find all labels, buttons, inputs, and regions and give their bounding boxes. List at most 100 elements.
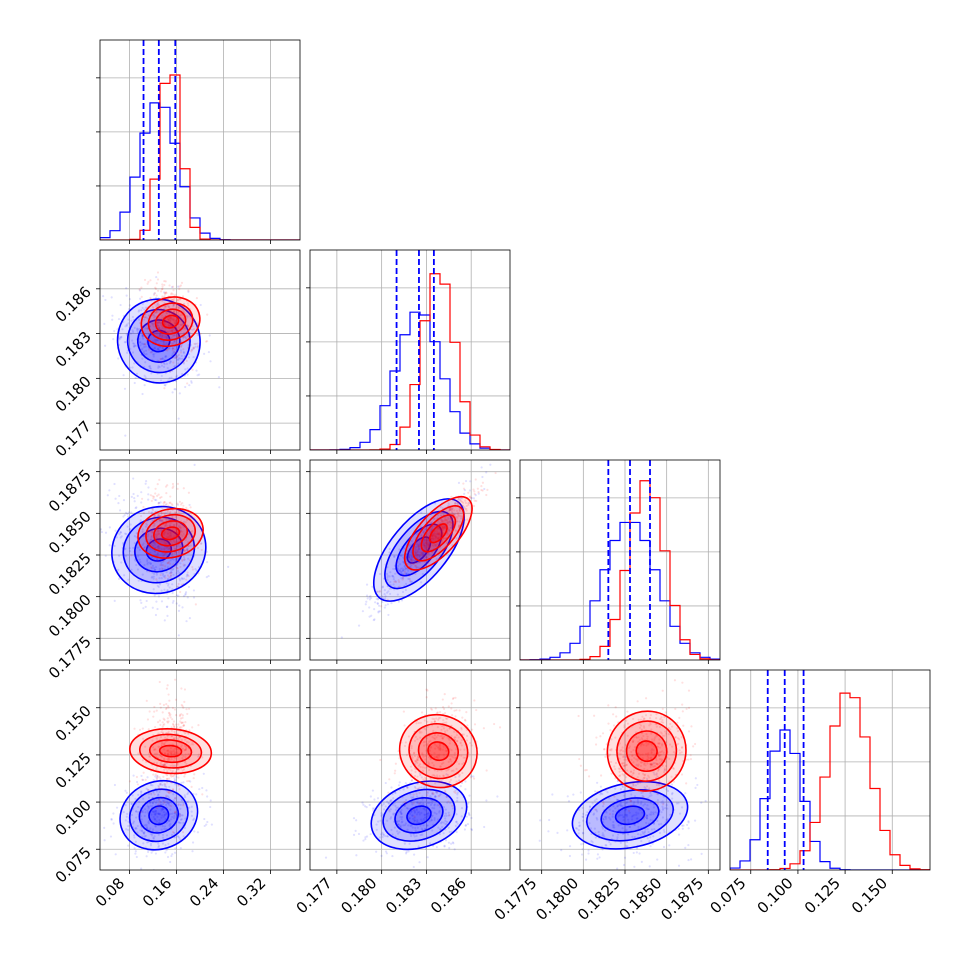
scatter-point xyxy=(187,289,190,292)
scatter-point xyxy=(420,552,423,555)
scatter-point xyxy=(662,845,666,849)
scatter-point xyxy=(161,295,164,298)
scatter-point xyxy=(154,817,157,820)
scatter-point xyxy=(425,542,428,545)
scatter-point xyxy=(641,753,644,756)
scatter-point xyxy=(165,794,168,797)
scatter-point xyxy=(140,867,143,870)
scatter-point xyxy=(133,727,136,730)
scatter-point xyxy=(171,482,175,486)
scatter-point xyxy=(454,791,457,795)
scatter-point xyxy=(164,291,167,295)
scatter-point xyxy=(425,824,429,827)
scatter-point xyxy=(155,321,159,324)
scatter-point xyxy=(430,721,433,724)
scatter-point xyxy=(172,725,176,728)
scatter-point xyxy=(595,798,598,801)
scatter-point xyxy=(182,724,185,727)
scatter-point xyxy=(599,735,602,738)
scatter-point xyxy=(178,305,181,308)
scatter-point xyxy=(414,554,417,557)
scatter-point xyxy=(453,509,456,512)
scatter-point xyxy=(473,723,477,726)
scatter-point xyxy=(445,773,448,776)
scatter-point xyxy=(145,823,148,826)
scatter-point xyxy=(136,494,139,497)
scatter-point xyxy=(182,781,185,784)
scatter-point xyxy=(410,801,413,804)
scatter-point xyxy=(150,542,153,546)
scatter-point xyxy=(179,284,183,287)
scatter-point xyxy=(193,318,196,322)
scatter-point xyxy=(430,819,433,822)
scatter-point xyxy=(113,482,116,486)
scatter-point xyxy=(435,744,438,748)
scatter-point xyxy=(184,591,188,594)
scatter-point xyxy=(170,735,174,738)
scatter-point xyxy=(440,529,444,533)
scatter-point xyxy=(420,786,423,789)
scatter-point xyxy=(636,700,639,703)
scatter-point xyxy=(163,758,166,761)
scatter-point xyxy=(442,775,445,778)
scatter-point xyxy=(170,726,173,729)
scatter-point xyxy=(457,762,461,765)
scatter-point xyxy=(201,786,204,790)
scatter-point xyxy=(447,738,451,741)
scatter-point xyxy=(117,357,120,360)
scatter-point xyxy=(429,757,432,760)
scatter-point xyxy=(448,846,451,850)
scatter-point xyxy=(444,791,447,794)
scatter-point xyxy=(156,348,159,351)
scatter-point xyxy=(409,579,412,582)
scatter-point xyxy=(157,786,161,789)
scatter-point xyxy=(162,724,165,727)
scatter-point xyxy=(647,797,650,800)
scatter-point xyxy=(441,532,445,536)
scatter-point xyxy=(182,768,186,771)
scatter-point xyxy=(196,346,199,349)
scatter-point xyxy=(167,379,170,382)
scatter-point xyxy=(168,284,171,287)
scatter-point xyxy=(441,525,445,528)
scatter-point xyxy=(617,824,620,827)
scatter-point xyxy=(161,803,165,806)
scatter-point xyxy=(439,806,442,809)
scatter-point xyxy=(176,487,179,490)
scatter-point xyxy=(639,808,642,811)
scatter-point xyxy=(153,353,156,356)
scatter-point xyxy=(157,812,160,815)
scatter-point xyxy=(594,831,597,835)
scatter-point xyxy=(424,776,427,779)
scatter-point xyxy=(397,579,400,582)
scatter-point xyxy=(386,603,390,606)
histogram-blue xyxy=(100,102,300,240)
scatter-point xyxy=(186,792,189,796)
scatter-point xyxy=(136,327,139,330)
scatter-point xyxy=(416,553,419,556)
scatter-point xyxy=(630,793,633,796)
scatter-point xyxy=(687,858,690,862)
scatter-point xyxy=(173,750,176,753)
scatter-point xyxy=(143,835,146,838)
scatter-point xyxy=(159,357,162,361)
scatter-point xyxy=(582,842,585,845)
scatter-point xyxy=(364,838,367,841)
scatter-point xyxy=(171,517,174,520)
scatter-point xyxy=(424,777,428,780)
scatter-point xyxy=(431,544,435,547)
scatter-point xyxy=(149,517,152,521)
scatter-point xyxy=(178,392,181,395)
scatter-point xyxy=(163,785,167,788)
scatter-point xyxy=(147,728,150,731)
scatter-point xyxy=(173,757,177,760)
scatter-point xyxy=(601,834,604,837)
scatter-point xyxy=(142,547,146,550)
scatter-point xyxy=(161,808,164,811)
scatter-point xyxy=(694,777,697,780)
scatter-point xyxy=(132,822,135,825)
scatter-point xyxy=(414,545,418,549)
scatter-point xyxy=(411,826,414,829)
scatter-point xyxy=(140,309,143,312)
scatter-point xyxy=(158,332,162,336)
